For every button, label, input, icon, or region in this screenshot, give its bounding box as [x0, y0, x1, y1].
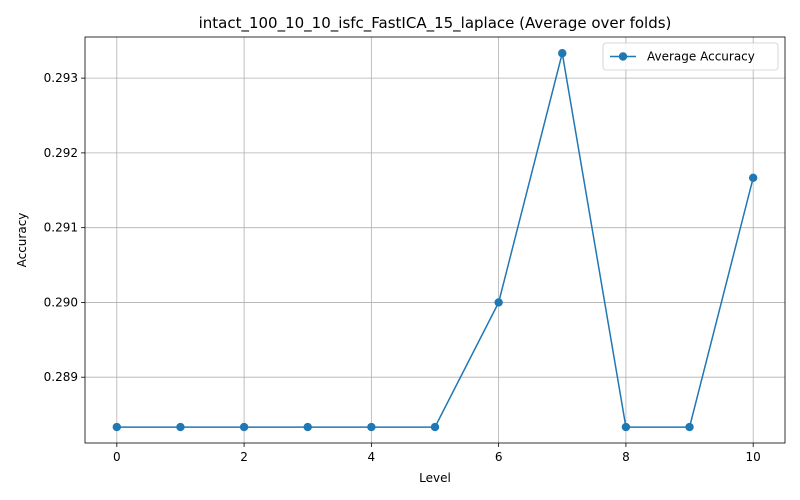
data-point: [430, 422, 440, 432]
x-axis-ticks: 0 2 4 6 8 10: [113, 443, 761, 464]
x-tick-label: 10: [746, 450, 761, 464]
y-tick-label: 0.291: [44, 221, 78, 235]
plot-frame: [84, 36, 786, 444]
y-tick-label: 0.292: [44, 146, 78, 160]
data-point: [685, 422, 694, 432]
y-axis-label: Accuracy: [15, 213, 29, 268]
data-point: [367, 422, 376, 432]
data-point: [112, 422, 122, 432]
data-point: [621, 422, 631, 432]
grid-lines: [85, 37, 785, 443]
legend-box: [602, 42, 779, 71]
legend-marker: [618, 52, 628, 61]
legend-label: Average Accuracy: [647, 50, 755, 64]
y-tick-label: 0.289: [44, 370, 78, 384]
data-point: [176, 422, 185, 432]
legend: Average Accuracy: [602, 42, 779, 71]
data-point: [558, 49, 567, 58]
y-tick-label: 0.290: [44, 295, 78, 309]
data-point: [748, 173, 758, 182]
x-tick-label: 0: [113, 450, 121, 464]
y-tick-label: 0.293: [44, 71, 78, 85]
chart-title: intact_100_10_10_isfc_FastICA_15_laplace…: [199, 14, 672, 33]
x-tick-label: 6: [495, 450, 503, 464]
series-line: [116, 53, 754, 428]
data-point: [239, 422, 249, 432]
x-tick-label: 4: [368, 450, 376, 464]
x-tick-label: 2: [240, 450, 248, 464]
y-axis-ticks: 0.289 0.290 0.291 0.292 0.293: [44, 71, 85, 384]
data-point: [494, 298, 503, 307]
x-tick-label: 8: [622, 450, 630, 464]
x-axis-label: Level: [419, 471, 451, 485]
series-layer: [112, 49, 758, 432]
data-point: [303, 422, 312, 432]
